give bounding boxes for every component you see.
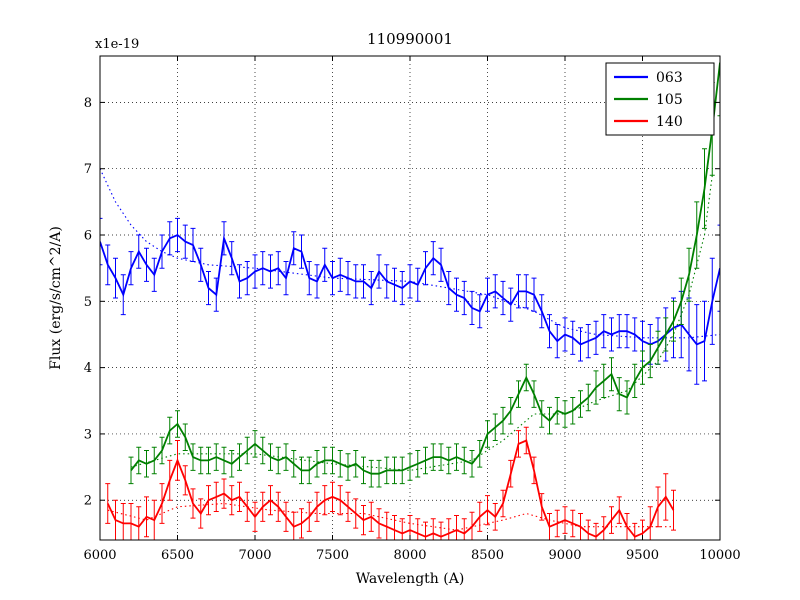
- legend-label-140: 140: [656, 114, 683, 130]
- line-105: [130, 62, 720, 475]
- y-tick-label: 6: [84, 229, 92, 244]
- legend-label-063: 063: [656, 70, 683, 86]
- x-tick-label: 8000: [393, 548, 426, 563]
- x-tick-label: 9500: [626, 548, 659, 563]
- y-tick-label: 3: [84, 427, 92, 442]
- x-tick-label: 8500: [471, 548, 504, 563]
- series-140: [105, 426, 676, 540]
- x-tick-label: 6000: [83, 548, 116, 563]
- y-tick-label: 8: [84, 96, 92, 111]
- y-axis-label: Flux (erg/s/cm^2/A): [48, 226, 64, 370]
- series-layer: [100, 56, 720, 540]
- x-tick-label: 9000: [548, 548, 581, 563]
- y-tick-label: 5: [84, 295, 92, 310]
- ticks: [99, 56, 721, 540]
- series-105: [128, 56, 720, 488]
- legend-label-105: 105: [656, 92, 683, 108]
- x-tick-label: 7500: [316, 548, 349, 563]
- legend-entry-105: 105: [614, 92, 683, 108]
- chart-title: 110990001: [367, 30, 453, 48]
- line-063: [100, 233, 720, 346]
- y-axis-offset-label: x1e-19: [95, 37, 139, 52]
- series-063: [100, 217, 720, 385]
- legend-entry-063: 063: [614, 70, 683, 86]
- line-140: [106, 439, 675, 538]
- legend-entry-140: 140: [614, 114, 683, 130]
- y-tick-label: 7: [84, 162, 92, 177]
- x-tick-label: 6500: [161, 548, 194, 563]
- legend: 063 105 140: [605, 62, 715, 136]
- y-tick-label: 2: [84, 494, 92, 509]
- x-axis-label: Wavelength (A): [356, 571, 465, 587]
- x-tick-label: 7000: [238, 548, 271, 563]
- y-tick-label: 4: [84, 361, 92, 376]
- x-tick-label: 10000: [699, 548, 740, 563]
